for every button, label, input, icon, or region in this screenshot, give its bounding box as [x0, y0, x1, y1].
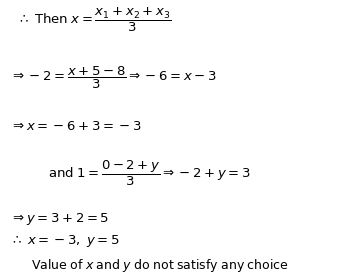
- Text: $\therefore\; x=-3,\; y=5$: $\therefore\; x=-3,\; y=5$: [10, 233, 120, 249]
- Text: $\Rightarrow y = 3+2 = 5$: $\Rightarrow y = 3+2 = 5$: [10, 211, 109, 227]
- Text: $\Rightarrow -2 = \dfrac{x+5-8}{3}\Rightarrow -6 = x-3$: $\Rightarrow -2 = \dfrac{x+5-8}{3}\Right…: [10, 65, 217, 91]
- Text: $\mathrm{and}\; 1 = \dfrac{0-2+y}{3}\Rightarrow -2+y = 3$: $\mathrm{and}\; 1 = \dfrac{0-2+y}{3}\Rig…: [48, 158, 251, 188]
- Text: $\mathrm{Value\; of}\; x\;\mathrm{and}\; y\;\mathrm{do\; not\; satisfy\; any\; c: $\mathrm{Value\; of}\; x\;\mathrm{and}\;…: [31, 257, 289, 275]
- Text: $\Rightarrow x = -6+3 = -3$: $\Rightarrow x = -6+3 = -3$: [10, 120, 142, 132]
- Text: $\therefore\;\mathrm{Then}\; x = \dfrac{x_1+x_2+x_3}{3}$: $\therefore\;\mathrm{Then}\; x = \dfrac{…: [17, 7, 172, 34]
